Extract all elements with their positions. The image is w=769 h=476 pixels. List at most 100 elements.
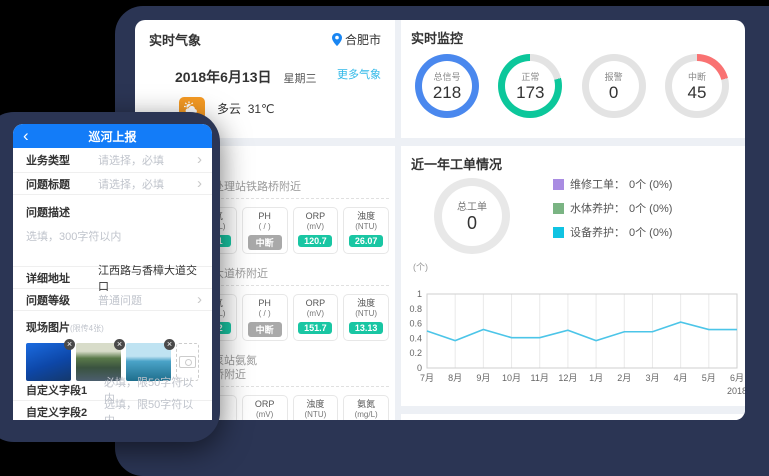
field-problem-level[interactable]: 问题等级 普通问题 › [13, 289, 212, 311]
city-name: 合肥市 [344, 33, 381, 47]
photos-section: 现场图片(限传4张) × × × [13, 311, 212, 381]
field-value: 江西路与香樟大道交口 [98, 264, 197, 293]
sensor-card[interactable]: ORP (mV) 120.7 [292, 207, 339, 254]
dashed-divider [191, 386, 389, 387]
sensor-name: 浊度 [357, 211, 376, 221]
sensor-name: 氨氮 [357, 399, 376, 409]
sensor-name: ORP [254, 399, 275, 409]
field-label: 自定义字段2 [26, 407, 88, 419]
field-placeholder: 必填，限50字符以内 [104, 376, 194, 405]
field-label: 问题标题 [26, 178, 70, 191]
sensor-card[interactable]: 浊度 (NTU) 13.86 [292, 395, 339, 420]
legend-count: 0个 (0%) [629, 227, 673, 239]
field-placeholder: 请选择，必填 [98, 178, 164, 191]
sensor-card[interactable]: ORP (mV) 151.7 [292, 294, 339, 341]
field-custom-1[interactable]: 自定义字段1 必填，限50字符以内 [13, 377, 212, 405]
svg-text:0.8: 0.8 [409, 304, 422, 314]
sensor-name: ORP [305, 298, 326, 308]
svg-text:4月: 4月 [674, 373, 688, 383]
svg-text:11月: 11月 [531, 373, 549, 383]
workorder-legend: 维修工单： 0个 (0%) 水体养护： 0个 (0%) 设备养护： 0个 (0%… [553, 176, 672, 248]
legend-item: 水体养护： 0个 (0%) [553, 200, 672, 216]
remove-photo-icon[interactable]: × [64, 339, 75, 350]
monitor-title: 实时监控 [411, 31, 464, 46]
svg-text:1: 1 [417, 289, 422, 299]
sensor-card[interactable]: 浊度 (NTU) 26.07 [343, 207, 389, 254]
sensor-unit: (mV) [306, 309, 325, 318]
svg-text:5月: 5月 [702, 373, 716, 383]
sensor-name: ORP [305, 211, 326, 221]
photo-thumbnail[interactable]: × [26, 339, 75, 381]
location-pin-icon [331, 33, 342, 46]
sensor-card[interactable]: PH ( / ) 中断 [241, 207, 288, 254]
legend-count: 0个 (0%) [629, 179, 673, 191]
row-divider [135, 138, 745, 146]
legend-swatch [553, 226, 564, 238]
legend-item: 维修工单： 0个 (0%) [553, 176, 672, 192]
remove-photo-icon[interactable]: × [164, 339, 175, 350]
sensor-unit: (mg/L) [354, 410, 378, 419]
station-name: 香樟大道桥附近 [191, 268, 268, 280]
photo-thumbnail[interactable]: × [76, 339, 125, 381]
total-workorder-donut: 总工单 0 [434, 178, 510, 254]
field-label: 问题等级 [26, 294, 70, 307]
bottom-panel-left [401, 414, 603, 420]
sensor-value-badge: 151.7 [298, 322, 333, 334]
legend-label: 水体养护： [570, 203, 625, 215]
field-problem-desc[interactable]: 问题描述 选填，300字符以内 [13, 195, 212, 267]
sensor-value-badge: 中断 [247, 235, 282, 250]
svg-text:2月: 2月 [617, 373, 631, 383]
gauge-label: 报警 [604, 71, 623, 82]
legend-item: 设备养护： 0个 (0%) [553, 224, 672, 240]
sensor-card[interactable]: 氨氮 (mg/L) 2.47 [343, 395, 389, 420]
gauge-label: 中断 [687, 71, 706, 82]
station-name: 提升泵站氨氮铁路桥附近 [191, 355, 257, 381]
field-business-type[interactable]: 业务类型 请选择，必填 › [13, 148, 212, 173]
field-value: 普通问题 [98, 294, 142, 307]
field-label: 问题描述 [26, 207, 70, 219]
sensor-name: PH [258, 298, 271, 308]
chevron-right-icon: › [197, 151, 202, 168]
field-custom-2[interactable]: 自定义字段2 选填，限50字符以内 [13, 399, 212, 420]
city-selector[interactable]: 合肥市 [331, 31, 381, 48]
svg-text:0.4: 0.4 [409, 333, 422, 343]
back-button[interactable]: ‹ [23, 126, 29, 145]
sensor-unit: ( / ) [258, 222, 271, 231]
sensor-unit: (NTU) [355, 222, 378, 231]
sensor-name: PH [258, 211, 271, 221]
sensor-name: 浊度 [357, 298, 376, 308]
field-placeholder: 选填，300字符以内 [26, 231, 122, 243]
sensor-value-badge: 13.13 [349, 322, 384, 334]
gauge-value: 0 [608, 82, 619, 102]
monitor-panel: 实时监控 总信号 218 正常 173 报警 0 中断 45 [401, 20, 745, 138]
more-weather-link[interactable]: 更多气象 [337, 69, 381, 81]
sensor-unit: (NTU) [304, 410, 327, 419]
field-placeholder: 选填，限50字符以内 [104, 399, 194, 420]
svg-text:0: 0 [417, 363, 422, 373]
sensor-card[interactable]: ORP (mV) 91.44 [241, 395, 288, 420]
add-photo-button[interactable] [176, 343, 199, 381]
field-problem-title[interactable]: 问题标题 请选择，必填 › [13, 173, 212, 195]
chevron-right-icon: › [197, 174, 202, 192]
dashboard: 实时气象 合肥市 2018年6月13日 星期三 更多气象 多云 [135, 20, 745, 420]
field-placeholder: 请选择，必填 [98, 155, 164, 167]
svg-text:8月: 8月 [448, 373, 462, 383]
gauge-value: 45 [687, 82, 707, 102]
sensor-card[interactable]: PH ( / ) 中断 [241, 294, 288, 341]
gauge-value: 173 [516, 82, 545, 102]
photos-label: 现场图片 [26, 322, 70, 334]
donut-label: 总工单 [457, 202, 487, 213]
workorder-trend-chart: 0 0.2 0.4 0.6 0.8 1 7月 8月 9月 10月 11月 12月 1月 2月 3月 4月 5月 6… [409, 289, 745, 396]
sensor-card[interactable]: 浊度 (NTU) 13.13 [343, 294, 389, 341]
photo-thumbnail[interactable]: × [126, 339, 175, 381]
svg-text:0.6: 0.6 [409, 319, 422, 329]
phone-header: ‹ 巡河上报 [13, 124, 212, 148]
gauge-label: 总信号 [433, 71, 461, 82]
phone-title: 巡河上报 [88, 129, 137, 144]
field-address[interactable]: 详细地址 江西路与香樟大道交口 [13, 265, 212, 293]
weather-date: 2018年6月13日 [175, 69, 272, 85]
remove-photo-icon[interactable]: × [114, 339, 125, 350]
